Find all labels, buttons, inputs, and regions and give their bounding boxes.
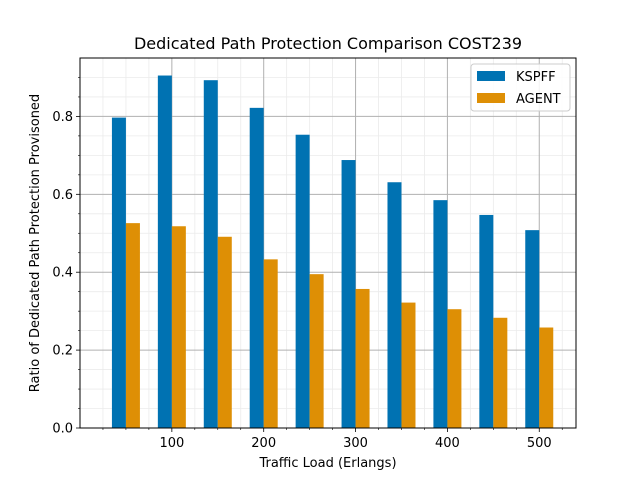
bar-kspff [295, 134, 310, 428]
bar-agent [447, 309, 462, 428]
bar-kspff [525, 230, 540, 428]
y-tick-label: 0.2 [52, 344, 73, 359]
x-tick-label: 200 [251, 436, 276, 451]
bar-agent [217, 236, 232, 428]
x-tick-label: 300 [343, 436, 368, 451]
bar-agent [493, 317, 508, 428]
bar-kspff [387, 182, 402, 428]
bar-kspff [111, 117, 126, 428]
legend-label-agent: AGENT [516, 92, 561, 107]
x-tick-label: 100 [159, 436, 184, 451]
y-tick-label: 0.4 [52, 266, 73, 281]
bar-agent [263, 259, 278, 428]
bars [111, 75, 554, 429]
bar-kspff [433, 200, 448, 428]
bar-kspff [203, 80, 218, 428]
y-axis-label: Ratio of Dedicated Path Protection Provi… [28, 94, 43, 392]
bar-kspff [249, 107, 264, 428]
bar-kspff [157, 75, 172, 429]
legend-label-kspff: KSPFF [516, 70, 556, 85]
legend-swatch-kspff [477, 71, 505, 81]
x-tick-label: 400 [435, 436, 460, 451]
axis-ticks: 100 200 300 400 500 0.0 0.2 0.4 0.6 0.8 [52, 77, 563, 451]
plot-frame [79, 57, 577, 429]
bar-kspff [479, 214, 494, 428]
bar-agent [355, 288, 370, 428]
bar-agent [401, 302, 416, 428]
y-tick-label: 0.0 [52, 422, 73, 437]
bar-agent [309, 274, 324, 428]
legend-swatch-agent [477, 93, 505, 103]
y-tick-label: 0.6 [52, 188, 73, 203]
bar-agent [125, 223, 140, 428]
chart-title: Dedicated Path Protection Comparison COS… [134, 34, 522, 53]
y-tick-label: 0.8 [52, 110, 73, 125]
bar-agent [171, 226, 186, 428]
bar-kspff [341, 160, 356, 428]
bar-agent [539, 327, 554, 428]
legend: KSPFF AGENT [470, 63, 571, 112]
x-axis-label: Traffic Load (Erlangs) [258, 456, 396, 471]
x-tick-label: 500 [527, 436, 552, 451]
